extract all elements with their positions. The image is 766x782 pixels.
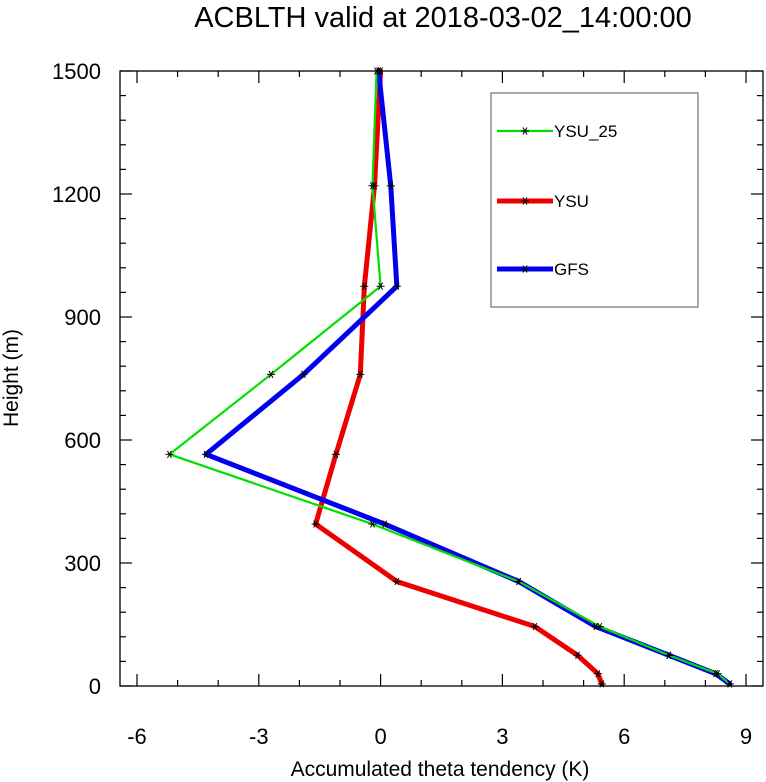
y-tick-label: 600 (64, 428, 101, 453)
data-point-ysu (593, 669, 602, 678)
tick-labels: -6 -3 0 3 6 9 0 300 600 900 1200 1500 (52, 59, 752, 749)
x-tick-label: 6 (618, 724, 630, 749)
data-point-ysu-25 (165, 450, 174, 459)
marker-ysu (361, 282, 367, 290)
y-tick-label: 1500 (52, 59, 101, 84)
data-point-gfs (299, 370, 308, 379)
marker-gfs (388, 182, 394, 190)
legend-marker-ysu-25 (522, 127, 528, 135)
marker-gfs (516, 577, 522, 586)
legend-label-gfs: GFS (554, 260, 589, 279)
data-point-gfs (386, 182, 395, 190)
marker-ysu-25 (597, 622, 603, 631)
x-tick-label: -3 (249, 724, 269, 749)
marker-ysu (333, 450, 339, 459)
data-point-ysu (573, 651, 582, 659)
marker-ysu (394, 577, 400, 586)
data-point-gfs (711, 669, 720, 678)
data-point-gfs (591, 622, 600, 631)
data-point-gfs (202, 450, 211, 459)
data-point-ysu (392, 577, 401, 586)
marker-gfs (382, 520, 388, 528)
marker-gfs (203, 450, 209, 459)
y-tick-label: 300 (64, 551, 101, 576)
marker-gfs (301, 370, 306, 379)
plot-frame (119, 70, 764, 687)
data-point-ysu (356, 370, 365, 379)
marker-ysu (313, 520, 319, 528)
x-axis-label: Accumulated theta tendency (K) (291, 758, 590, 781)
y-axis-label: Height (m) (0, 329, 23, 427)
y-tick-label: 0 (89, 674, 101, 699)
legend-marker-ysu (522, 197, 528, 205)
chart-title: ACBLTH valid at 2018-03-02_14:00:00 (194, 2, 692, 34)
legend-label-ysu-25: YSU_25 (554, 122, 617, 141)
marker-gfs (713, 669, 718, 678)
marker-gfs (593, 622, 599, 631)
legend-item-gfs: GFS (497, 260, 589, 279)
data-point-ysu-25 (266, 370, 275, 379)
legend-label-ysu: YSU (554, 192, 589, 211)
y-tick-label: 1200 (52, 182, 101, 207)
x-tick-label: -6 (127, 724, 147, 749)
marker-ysu (595, 669, 601, 678)
marker-ysu-25 (370, 520, 375, 528)
x-tick-label: 3 (496, 724, 508, 749)
y-tick-label: 900 (64, 305, 101, 330)
legend: YSU_25 YSU GFS (490, 92, 699, 308)
data-point-gfs (514, 577, 523, 586)
legend-item-ysu-25: YSU_25 (497, 122, 617, 141)
data-point-ysu (331, 450, 340, 459)
data-point-gfs (664, 651, 673, 659)
legend-item-ysu: YSU (497, 192, 589, 211)
data-point-ysu (530, 622, 539, 631)
marker-ysu (575, 651, 580, 659)
data-point-ysu (311, 520, 320, 528)
marker-ysu-25 (268, 370, 274, 379)
marker-ysu (532, 622, 538, 631)
x-tick-label: 0 (374, 724, 386, 749)
marker-gfs (666, 651, 672, 659)
marker-ysu (357, 370, 363, 379)
data-point-ysu-25 (368, 520, 377, 528)
data-point-gfs (392, 282, 401, 290)
x-tick-label: 9 (740, 724, 752, 749)
marker-gfs (394, 282, 400, 290)
data-point-gfs (380, 520, 389, 528)
data-point-ysu (360, 282, 369, 290)
data-point-ysu (370, 182, 379, 190)
data-point-ysu-25 (376, 282, 385, 290)
legend-marker-gfs (522, 265, 528, 273)
marker-ysu-25 (167, 450, 172, 459)
marker-ysu-25 (378, 282, 384, 290)
marker-ysu (372, 182, 377, 190)
